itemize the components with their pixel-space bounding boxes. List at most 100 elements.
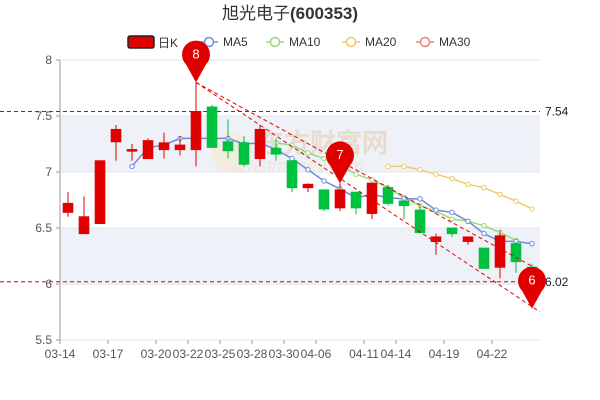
- ma5-line-point: [529, 240, 535, 247]
- candle: [238, 136, 250, 167]
- candle-body: [510, 243, 522, 263]
- legend-item: 日K: [127, 35, 178, 50]
- candle-body: [286, 160, 298, 189]
- ma20-line-point: [513, 198, 519, 204]
- legend-candle-swatch: [127, 35, 155, 49]
- candle: [414, 205, 426, 234]
- y-tick-label: 6.5: [35, 221, 52, 235]
- legend-marker: [345, 36, 357, 48]
- candle-body: [222, 141, 234, 152]
- ma20-line: [388, 165, 533, 210]
- ma20-line-point: [481, 184, 487, 191]
- candle-body: [302, 183, 314, 189]
- legend-item: MA10: [266, 35, 321, 49]
- reference-lines: 7.54 6.02: [0, 105, 569, 289]
- candle-body: [94, 160, 106, 225]
- pin-label: 8: [192, 46, 199, 61]
- y-tick-label: 8: [45, 53, 52, 67]
- x-tick-label: 03-22: [173, 347, 204, 361]
- candle-body: [366, 182, 378, 214]
- ma5-line-point: [465, 218, 471, 224]
- candle: [398, 198, 410, 220]
- candle-body: [350, 191, 362, 209]
- reference-line-label: 7.54: [545, 105, 569, 119]
- ma5-line-point: [449, 209, 455, 216]
- x-tick-label: 04-14: [381, 347, 412, 361]
- chart-title: 旭光电子(600353): [222, 4, 358, 23]
- candle: [142, 138, 154, 160]
- x-tick-label: 03-30: [269, 347, 300, 361]
- legend-marker: [269, 36, 281, 48]
- candle: [190, 82, 202, 167]
- candle-body: [238, 142, 250, 165]
- candle-body: [206, 106, 218, 148]
- legend-item: MA20: [342, 35, 397, 49]
- candle: [174, 136, 186, 156]
- y-tick-label: 7.5: [35, 109, 52, 123]
- ma10-line-point: [449, 216, 455, 222]
- marker-pin: 7: [326, 141, 355, 184]
- candle: [366, 182, 378, 220]
- candles: [62, 82, 538, 283]
- legend-label: MA5: [223, 35, 248, 49]
- candle: [222, 119, 234, 159]
- candle-body: [382, 187, 394, 204]
- trend-lines: [195, 81, 541, 313]
- x-tick-label: 03-20: [141, 347, 172, 361]
- ma10-line-point: [353, 171, 359, 177]
- ma5-line-point: [129, 163, 135, 170]
- ma10-line: [275, 142, 517, 241]
- legend-marker: [419, 36, 431, 48]
- pin-shape: [518, 266, 546, 309]
- candle-body: [318, 189, 330, 210]
- x-tick-label: 04-06: [301, 347, 332, 361]
- candle-body: [190, 111, 202, 151]
- candle: [158, 132, 170, 159]
- y-tick-label: 5.5: [35, 333, 52, 347]
- ma10-line-point: [481, 223, 487, 229]
- candle-body: [78, 216, 90, 235]
- legend-label: MA10: [289, 35, 321, 49]
- reference-line-label: 6.02: [545, 275, 569, 289]
- x-tick-label: 03-25: [205, 347, 236, 361]
- y-tick-label: 7: [45, 165, 52, 179]
- ma5-line-point: [321, 178, 327, 184]
- ma20-line-point: [497, 191, 503, 198]
- watermark: 东方财富网 Eastmoney.com: [212, 128, 388, 176]
- title-code: (600353): [290, 4, 358, 23]
- candle-body: [110, 128, 122, 143]
- x-tick-label: 04-11: [349, 347, 379, 361]
- candle: [286, 160, 298, 193]
- ma5-line-point: [305, 167, 311, 173]
- legend-item: MA5: [200, 35, 248, 49]
- pin-label: 6: [528, 273, 535, 288]
- ma10-line-point: [321, 155, 327, 162]
- legend-marker: [203, 36, 215, 48]
- candle-body: [158, 142, 170, 151]
- candle-body: [414, 209, 426, 233]
- x-tick-label: 04-22: [477, 347, 508, 361]
- candle-body: [478, 247, 490, 269]
- candle: [78, 196, 90, 235]
- legend-label: MA30: [439, 35, 471, 49]
- ma20-line-point: [433, 171, 439, 177]
- marker-pins: 8 7 6: [182, 40, 546, 309]
- x-tick-label: 03-14: [45, 347, 76, 361]
- legend-item: MA30: [416, 35, 471, 49]
- ma20-line-point: [529, 206, 535, 212]
- chart-legend: 日K MA5 MA10 MA20 MA30: [127, 35, 471, 50]
- candle-body: [334, 189, 346, 209]
- candle-body: [142, 140, 154, 160]
- trend-line: [195, 81, 541, 313]
- candle: [206, 104, 218, 148]
- candle: [382, 185, 394, 206]
- grid-band: [60, 228, 540, 284]
- ma20-line-point: [417, 167, 423, 173]
- candle: [110, 124, 122, 161]
- candle: [318, 189, 330, 212]
- ma5-line-point: [417, 196, 423, 202]
- pin-shape: [326, 141, 355, 184]
- ma20-line-point: [449, 176, 455, 182]
